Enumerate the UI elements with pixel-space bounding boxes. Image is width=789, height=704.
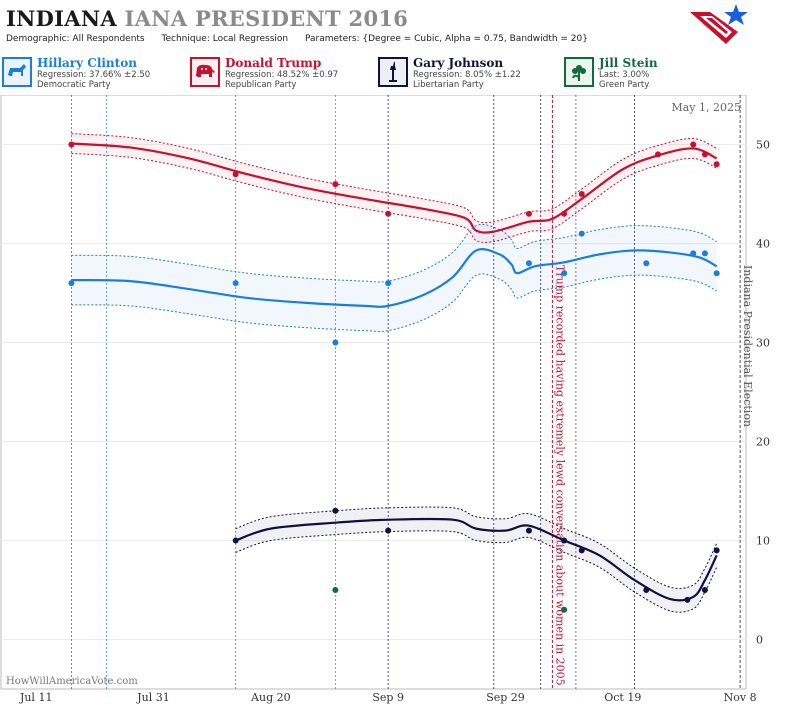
candidate-legend-trump: Donald Trump Regression: 48.52% ±0.97 Re… [188,55,368,93]
clinton-poll-point [561,270,568,277]
clinton-poll-point [332,339,339,346]
candidate-party: Republican Party [225,80,297,90]
clinton-lower-bound [71,273,717,333]
trump-poll-point [701,151,708,158]
technique-label: Technique: Local Regression [161,34,289,44]
johnson-poll-point [561,537,568,544]
date-label: May 1, 2025 [671,101,741,114]
trump-poll-point [690,141,697,148]
chart-parameters: Demographic: All Respondents Technique: … [6,34,602,44]
candidate-party: Libertarian Party [413,80,484,90]
parameters-label: Parameters: {Degree = Cubic, Alpha = 0.7… [305,34,588,44]
y-tick-label: 20 [756,436,770,449]
poll-chart: 0 10 20 30 40 50 Jul 11 Jul 31 Aug 20 Sep 9 Sep 29… [0,95,770,704]
trump-poll-point [332,181,339,188]
candidate-stat: Last: 3.00% [599,70,650,80]
x-tick-label: Jul 11 [19,691,53,704]
y-tick-label: 40 [756,238,770,251]
clinton-trend-line [71,248,718,308]
donkey-icon [2,57,32,87]
candidate-stat: Regression: 8.05% ±1.22 [413,70,521,80]
candidate-stat: Regression: 37.66% ±2.50 [37,70,151,80]
flower-icon [564,57,594,87]
candidate-name: Jill Stein [599,56,658,70]
x-tick-label: Sep 9 [372,691,404,704]
johnson-poll-point [525,527,532,534]
clinton-poll-point [525,260,532,267]
candidate-legend-stein: Jill Stein Last: 3.00% Green Party [562,55,742,93]
trump-poll-point [385,210,392,217]
trump-poll-point [655,151,662,158]
annotation-label: Indiana Presidential Election [741,265,754,427]
johnson-poll-point [332,507,339,514]
elephant-icon [190,57,220,87]
johnson-lower-bound [235,530,718,613]
clinton-poll-point [578,230,585,237]
trump-lower-bound [71,152,717,243]
clinton-poll-point [690,250,697,257]
trump-poll-point [561,210,568,217]
x-tick-label: Oct 19 [604,691,641,704]
johnson-poll-point [643,587,650,593]
johnson-poll-point [385,527,392,534]
x-tick-label: Jul 31 [136,691,170,704]
trump-trend-line [71,142,718,234]
demographic-label: Demographic: All Respondents [6,34,145,44]
clinton-poll-point [68,280,75,287]
trump-poll-point [525,210,532,217]
candidate-party: Green Party [599,80,650,90]
liberty-statue-icon [378,57,408,87]
candidate-party: Democratic Party [37,80,111,90]
candidate-name: Gary Johnson [413,56,504,70]
stein-poll-point [332,587,339,593]
johnson-poll-point [713,547,720,554]
johnson-poll-point [684,596,691,603]
candidate-legend-johnson: Gary Johnson Regression: 8.05% ±1.22 Lib… [376,55,556,93]
y-tick-label: 0 [756,634,763,647]
candidate-name: Hillary Clinton [37,56,137,70]
y-tick-label: 30 [756,337,770,350]
clinton-upper-bound [71,223,717,283]
trump-poll-point [713,161,720,168]
x-tick-label: Sep 29 [486,691,525,704]
clinton-confidence-band [71,224,717,332]
clinton-poll-point [232,280,239,287]
x-tick-label: Nov 8 [724,691,757,704]
plot-frame [0,95,747,690]
y-tick-label: 10 [756,535,770,548]
y-tick-label: 50 [756,139,770,152]
johnson-poll-point [701,587,708,593]
candidate-legend-clinton: Hillary Clinton Regression: 37.66% ±2.50… [0,55,180,93]
trump-poll-point [578,191,585,197]
x-tick-label: Aug 20 [250,691,291,704]
trump-upper-bound [71,133,717,224]
trump-poll-point [232,171,239,178]
site-logo-icon [690,4,748,44]
trump-poll-point [68,141,75,148]
chart-header: INDIANA IANA PRESIDENT 2016 Demographic:… [0,0,789,94]
watermark: HowWillAmericaVote.com [6,676,138,687]
candidate-stat: Regression: 48.52% ±0.97 [225,70,339,80]
chart-title: INDIANA IANA PRESIDENT 2016 [6,6,409,31]
candidate-name: Donald Trump [225,56,322,70]
clinton-poll-point [713,270,720,277]
annotation-label: Trump recorded having extremely lewd con… [553,265,566,686]
stein-poll-point [561,606,568,613]
clinton-poll-point [701,250,708,257]
johnson-poll-point [578,547,585,554]
clinton-poll-point [385,280,392,287]
johnson-poll-point [232,537,239,544]
clinton-poll-point [643,260,650,267]
johnson-upper-bound [235,506,718,589]
